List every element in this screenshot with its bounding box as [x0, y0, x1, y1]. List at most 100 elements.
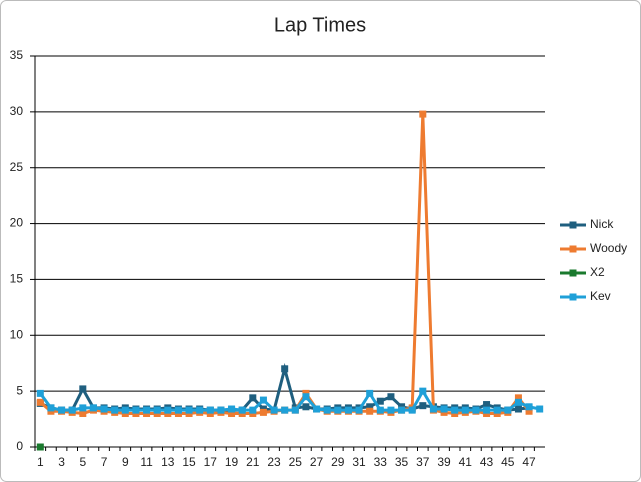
point-marker: [79, 404, 87, 412]
x-tick-label: 23: [267, 455, 281, 469]
legend-label: Kev: [590, 289, 611, 303]
point-marker: [366, 407, 374, 415]
point-marker: [249, 394, 257, 402]
x-tick-label: 25: [289, 455, 303, 469]
point-marker: [483, 406, 491, 414]
y-tick-label: 10: [10, 327, 24, 341]
legend-label: Nick: [590, 217, 614, 231]
point-marker: [68, 406, 76, 414]
point-marker: [249, 406, 257, 414]
chart-title: Lap Times: [274, 14, 366, 36]
point-marker: [36, 398, 44, 406]
point-marker: [132, 406, 140, 414]
point-marker: [121, 406, 129, 414]
x-tick-label: 9: [122, 455, 129, 469]
point-marker: [111, 406, 119, 414]
x-tick-label: 35: [395, 455, 409, 469]
y-tick-label: 5: [16, 383, 23, 397]
point-marker: [387, 406, 395, 414]
x-tick-label: 1: [37, 455, 44, 469]
point-marker: [461, 406, 469, 414]
x-tick-label: 17: [204, 455, 218, 469]
point-marker: [429, 405, 437, 413]
point-marker: [47, 404, 55, 412]
point-marker: [504, 406, 512, 414]
point-marker: [376, 397, 384, 405]
point-marker: [79, 409, 87, 417]
point-marker: [323, 406, 331, 414]
x-tick-label: 21: [246, 455, 260, 469]
point-marker: [366, 403, 374, 411]
point-marker: [143, 406, 151, 414]
point-marker: [281, 365, 289, 373]
legend-label: Woody: [590, 241, 627, 255]
point-marker: [185, 406, 193, 414]
legend-marker: [569, 269, 577, 277]
x-tick-label: 11: [140, 455, 153, 469]
legend-marker: [569, 245, 577, 253]
point-marker: [514, 394, 522, 402]
x-tick-label: 45: [501, 455, 515, 469]
point-marker: [228, 409, 236, 417]
point-marker: [366, 389, 374, 397]
point-marker: [419, 402, 427, 410]
point-marker: [228, 405, 236, 413]
x-tick-label: 41: [459, 455, 473, 469]
x-tick-label: 27: [310, 455, 324, 469]
x-tick-label: 7: [101, 455, 108, 469]
x-tick-label: 43: [480, 455, 494, 469]
x-tick-label: 31: [352, 455, 366, 469]
point-marker: [344, 406, 352, 414]
x-tick-label: 39: [437, 455, 451, 469]
point-marker: [419, 387, 427, 395]
y-tick-label: 35: [10, 48, 24, 62]
x-tick-label: 47: [522, 455, 536, 469]
point-marker: [291, 406, 299, 414]
point-marker: [334, 406, 342, 414]
y-tick-label: 30: [10, 104, 24, 118]
x-tick-label: 15: [182, 455, 196, 469]
y-tick-label: 0: [16, 439, 23, 453]
point-marker: [58, 406, 66, 414]
point-marker: [259, 396, 267, 404]
point-marker: [313, 405, 321, 413]
point-marker: [398, 406, 406, 414]
point-marker: [89, 404, 97, 412]
legend-marker: [569, 293, 577, 301]
x-tick-label: 29: [331, 455, 345, 469]
point-marker: [525, 403, 533, 411]
point-marker: [36, 443, 44, 451]
y-tick-label: 25: [10, 160, 24, 174]
point-marker: [270, 406, 278, 414]
point-marker: [514, 398, 522, 406]
point-marker: [483, 401, 491, 409]
point-marker: [259, 408, 267, 416]
point-marker: [451, 406, 459, 414]
point-marker: [281, 406, 289, 414]
legend-label: X2: [590, 265, 605, 279]
point-marker: [376, 406, 384, 414]
point-marker: [36, 389, 44, 397]
legend-marker: [569, 221, 577, 229]
y-tick-label: 20: [10, 216, 24, 230]
point-marker: [514, 405, 522, 413]
point-marker: [472, 406, 480, 414]
point-marker: [302, 403, 310, 411]
point-marker: [196, 406, 204, 414]
point-marker: [493, 406, 501, 414]
point-marker: [302, 393, 310, 401]
point-marker: [100, 405, 108, 413]
point-marker: [440, 405, 448, 413]
point-marker: [238, 406, 246, 414]
point-marker: [217, 406, 225, 414]
x-tick-label: 33: [374, 455, 388, 469]
point-marker: [174, 406, 182, 414]
point-marker: [355, 406, 363, 414]
point-marker: [419, 110, 427, 118]
x-tick-label: 5: [79, 455, 86, 469]
point-marker: [153, 406, 161, 414]
x-tick-label: 3: [58, 455, 65, 469]
x-tick-label: 37: [416, 455, 430, 469]
point-marker: [525, 407, 533, 415]
